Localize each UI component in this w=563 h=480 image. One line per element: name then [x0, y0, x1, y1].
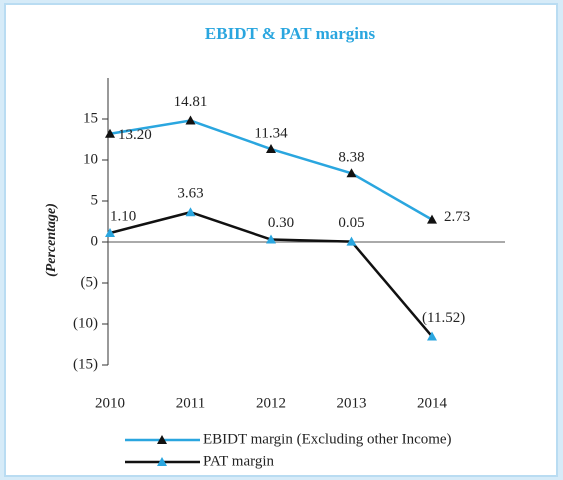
x-tick-label: 2012	[256, 395, 286, 411]
data-label: 3.63	[177, 186, 203, 202]
marker	[427, 214, 437, 224]
y-tick-label: 5	[91, 192, 99, 208]
data-label: (11.52)	[422, 310, 465, 326]
y-tick-label: (10)	[73, 315, 98, 331]
marker	[266, 234, 276, 244]
marker	[185, 207, 196, 217]
marker	[105, 227, 115, 237]
data-label: 13.20	[118, 127, 152, 143]
legend-marker	[157, 457, 167, 466]
marker	[346, 168, 357, 178]
legend-marker	[157, 435, 167, 444]
y-tick-label: (5)	[81, 274, 99, 290]
marker	[185, 115, 196, 125]
y-tick-label: (15)	[73, 356, 98, 372]
x-tick-label: 2013	[337, 395, 367, 411]
data-label: 2.73	[444, 209, 470, 225]
chart-title: EBIDT & PAT margins	[205, 24, 376, 43]
marker	[427, 331, 437, 341]
data-label: 1.10	[110, 208, 136, 224]
y-tick-label: 10	[83, 151, 98, 167]
x-tick-label: 2010	[95, 395, 125, 411]
legend-label: PAT margin	[203, 453, 274, 469]
y-tick-label: 0	[91, 233, 99, 249]
data-label: 14.81	[174, 94, 208, 110]
y-tick-label: 15	[83, 110, 98, 126]
y-axis-label: (Percentage)	[44, 203, 59, 277]
data-label: 8.38	[338, 150, 364, 166]
data-label: 0.05	[338, 215, 364, 231]
legend-label: EBIDT margin (Excluding other Income)	[203, 431, 452, 447]
data-label: 0.30	[268, 215, 294, 231]
marker	[266, 144, 276, 154]
x-tick-label: 2014	[417, 395, 448, 411]
marker	[346, 236, 357, 246]
data-label: 11.34	[254, 125, 288, 141]
marker	[105, 128, 115, 138]
x-tick-label: 2011	[176, 395, 205, 411]
